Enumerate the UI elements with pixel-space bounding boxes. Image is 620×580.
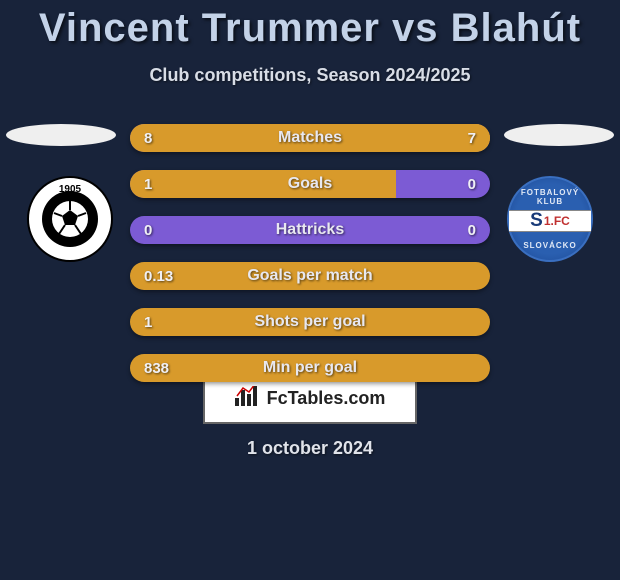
stat-bar: Matches8 7: [130, 124, 490, 152]
slovacko-band: S 1.FC: [509, 210, 591, 232]
slovacko-bot-text: SLOVÁCKO: [509, 241, 591, 250]
left-club-logo: 1905: [27, 176, 113, 262]
stat-bar-label: Hattricks: [130, 216, 490, 244]
stat-bar-value-left: 1: [144, 170, 152, 198]
stat-bar-label: Matches: [130, 124, 490, 152]
stat-bar-label: Min per goal: [130, 354, 490, 382]
stat-bar-label: Shots per goal: [130, 308, 490, 336]
left-player-ellipse: [6, 124, 116, 146]
page-subtitle: Club competitions, Season 2024/2025: [0, 65, 620, 86]
slovacko-band-s: S: [530, 210, 543, 232]
stat-bar-label: Goals: [130, 170, 490, 198]
stat-bar-value-left: 8: [144, 124, 152, 152]
stat-bar-value-left: 1: [144, 308, 152, 336]
stat-bar: Shots per goal1: [130, 308, 490, 336]
stat-bar-value-right: 0: [468, 170, 476, 198]
dynamo-ball-icon: [42, 191, 98, 247]
stat-bar-value-left: 838: [144, 354, 169, 382]
page-title: Vincent Trummer vs Blahút: [0, 0, 620, 51]
slovacko-top-text: FOTBALOVÝ KLUB: [509, 188, 591, 206]
stat-bar-label: Goals per match: [130, 262, 490, 290]
right-club-logo: FOTBALOVÝ KLUB S 1.FC SLOVÁCKO: [507, 176, 593, 262]
page-date: 1 october 2024: [0, 438, 620, 459]
stat-bar-value-right: 0: [468, 216, 476, 244]
stat-bar-value-right: 7: [468, 124, 476, 152]
right-player-ellipse: [504, 124, 614, 146]
slovacko-1fc: 1.FC: [544, 214, 570, 228]
stat-bar-value-left: 0.13: [144, 262, 173, 290]
stat-bar: Hattricks0 0: [130, 216, 490, 244]
stat-bar: Min per goal838: [130, 354, 490, 382]
stat-bars: Matches87Goals10Hattricks00Goals per mat…: [130, 124, 490, 400]
stat-bar: Goals1 0: [130, 170, 490, 198]
stat-bar: Goals per match0.13: [130, 262, 490, 290]
stat-bar-value-left: 0: [144, 216, 152, 244]
